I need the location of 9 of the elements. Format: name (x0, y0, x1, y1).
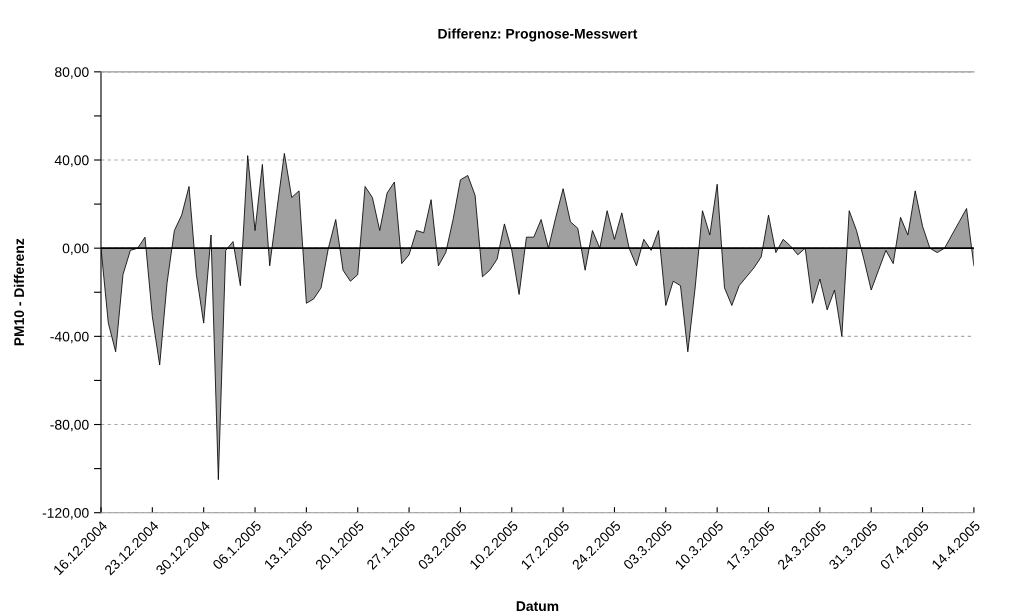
x-axis-title: Datum (516, 601, 559, 612)
chart-title: Differenz: Prognose-Messwert (438, 28, 638, 42)
y-axis-title: PM10 - Differenz (13, 238, 25, 346)
y-tick-label: 40,00 (54, 155, 89, 167)
y-tick-label: 0,00 (62, 243, 89, 255)
y-tick-label: -80,00 (50, 419, 89, 432)
y-tick-label: 80,00 (55, 67, 89, 79)
y-tick-label: -40,00 (50, 331, 89, 344)
y-tick-label: -120,00 (42, 508, 89, 520)
